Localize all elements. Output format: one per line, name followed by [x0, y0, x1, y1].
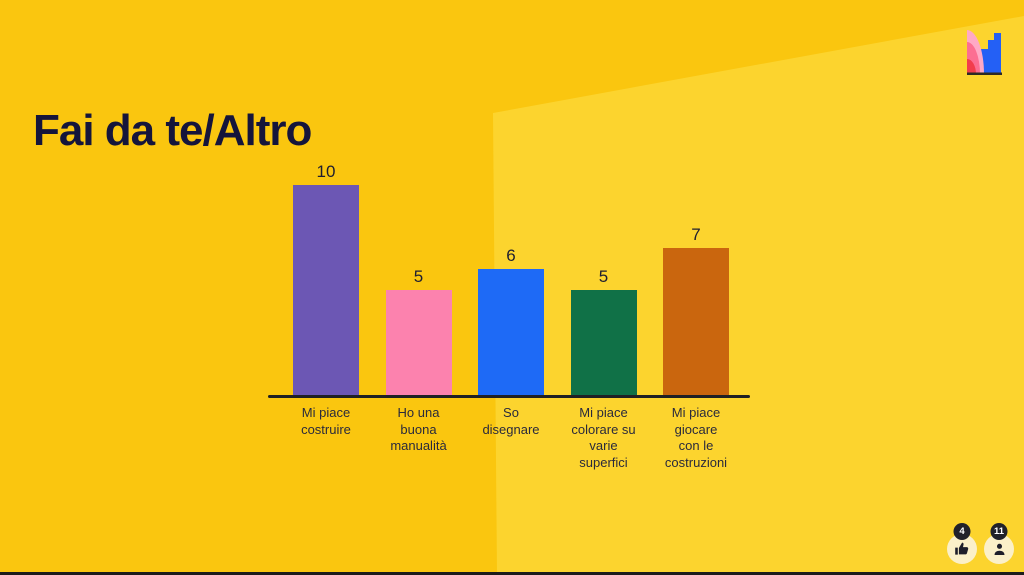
bar-category-label: Mi piace costruire — [301, 405, 351, 437]
bar — [663, 248, 729, 395]
thumbs-up-reaction: 4 — [947, 523, 977, 564]
person-icon — [994, 543, 1004, 555]
mentimeter-logo-icon — [967, 30, 1002, 75]
bottom-edge — [0, 572, 1024, 575]
bar-value-label: 10 — [316, 162, 336, 181]
bar-category-label: So disegnare — [482, 405, 540, 437]
page-title: Fai da te/Altro — [33, 106, 312, 156]
bar — [385, 290, 452, 395]
bar-value-label: 5 — [598, 267, 609, 286]
bar — [570, 290, 637, 395]
participants-count-badge: 11 — [990, 523, 1008, 540]
bar — [478, 269, 544, 395]
bar-column: 7 — [663, 225, 729, 395]
bar-value-label: 7 — [691, 225, 701, 244]
bar — [293, 185, 359, 395]
thumbs-up-count-badge: 4 — [953, 523, 971, 540]
bar-chart: 10 5 6 5 7 Mi piace costruire Ho una buona ma… — [268, 161, 750, 472]
participants-reaction: 11 — [984, 523, 1014, 564]
bar-column: 10 — [293, 162, 359, 395]
bar-value-label: 5 — [413, 267, 424, 286]
bar-column: 5 — [570, 267, 637, 395]
category-labels: Mi piace costruire Ho una buona manualità… — [268, 405, 750, 472]
bar-column: 6 — [478, 246, 544, 395]
bar-value-label: 6 — [506, 246, 516, 265]
bars-area: 10 5 6 5 7 — [268, 161, 750, 395]
bar-category-label: Mi piace colorare su varie superfici — [571, 405, 636, 470]
reactions-panel: 4 11 — [947, 523, 1014, 564]
bar-column: 5 — [385, 267, 452, 395]
thumbs-up-icon — [955, 542, 969, 555]
bar-category-label: Mi piace giocare con le costruzioni — [664, 405, 728, 470]
bar-category-label: Ho una buona manualità — [390, 405, 447, 454]
x-axis-line — [268, 395, 750, 398]
